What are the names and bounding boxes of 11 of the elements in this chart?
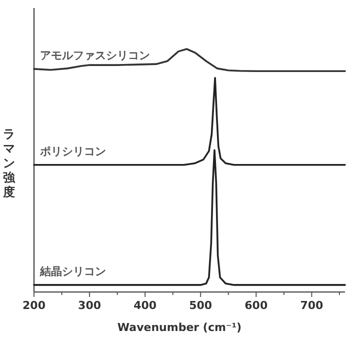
x-axis-title: Wavenumber (cm⁻¹) bbox=[117, 321, 242, 334]
series-label: 結晶シリコン bbox=[39, 264, 106, 278]
x-tick-label: 600 bbox=[244, 299, 268, 312]
x-tick-label: 400 bbox=[134, 299, 157, 312]
series-label: ポリシリコン bbox=[39, 144, 106, 158]
x-tick-label: 700 bbox=[300, 299, 324, 312]
x-tick-label: 500 bbox=[189, 299, 212, 312]
y-axis-title: ラマン強度 bbox=[2, 127, 16, 199]
x-tick-label: 200 bbox=[22, 299, 46, 312]
series-label: アモルファスシリコン bbox=[40, 48, 150, 62]
x-tick-label: 300 bbox=[78, 299, 102, 312]
